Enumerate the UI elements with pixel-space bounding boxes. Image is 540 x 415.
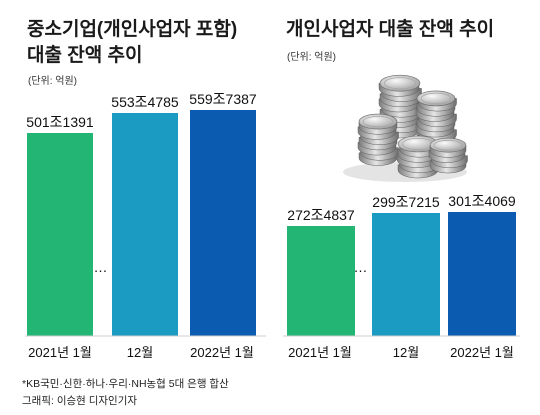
chart2-value-label-1: 272조4837 [287, 207, 355, 223]
coin-top-rim [420, 92, 452, 105]
chart2-x-tick-2: 12월 [393, 345, 419, 360]
chart2-x-tick-3: 2022년 1월 [450, 345, 514, 360]
chart2-value-label-2: 299조7215 [372, 194, 440, 210]
chart1-bar-3 [190, 110, 256, 336]
chart1-value-label-3: 559조7387 [189, 91, 257, 107]
chart2-bar-1 [287, 226, 355, 336]
coin-top-rim [362, 115, 394, 128]
chart2-gap-marker: … [354, 259, 369, 275]
chart2-bar-2 [372, 213, 440, 336]
chart2-bar-3 [448, 212, 516, 336]
coin-top-rim [383, 77, 416, 90]
chart1-x-tick-3: 2022년 1월 [190, 345, 254, 360]
chart2-title: 개인사업자 대출 잔액 추이 [286, 18, 494, 40]
chart1-title-line2: 대출 잔액 추이 [27, 44, 142, 66]
footnote-source: *KB국민·신한·하나·우리·NH농협 5대 은행 합산 [22, 377, 229, 390]
chart2-value-label-3: 301조4069 [448, 193, 516, 209]
coin-stack-icon [343, 74, 468, 182]
chart2-plot: 272조4837 2021년 1월 299조7215 12월 301조4069 2022년… [287, 193, 516, 360]
chart1-value-label-2: 553조4785 [111, 94, 179, 110]
chart1-value-label-1: 501조1391 [26, 114, 94, 130]
chart1-plot: 501조1391 2021년 1월 553조4785 12월 559조7387 2022년… [26, 91, 257, 360]
chart1-title-line1: 중소기업(개인사업자 포함) [27, 18, 237, 40]
chart1-gap-marker: … [94, 259, 109, 275]
chart1-x-tick-1: 2021년 1월 [28, 345, 92, 360]
footnote-credit: 그래픽: 이승현 디자인기자 [22, 395, 137, 407]
coin-top-rim [433, 139, 463, 151]
chart1-bar-2 [112, 113, 178, 336]
chart2-unit: (단위: 억원) [287, 50, 336, 63]
chart1-x-tick-2: 12월 [127, 345, 153, 360]
chart1-bar-1 [27, 133, 93, 336]
chart2-x-tick-1: 2021년 1월 [288, 345, 352, 360]
chart1-unit: (단위: 억원) [28, 74, 77, 87]
